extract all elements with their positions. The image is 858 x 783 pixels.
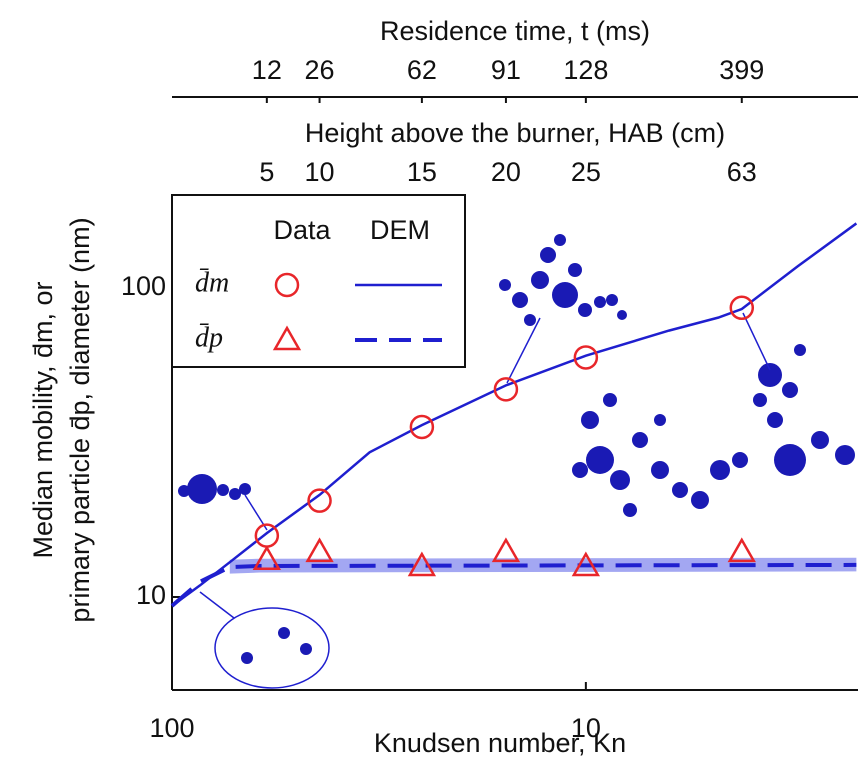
y-axis-label: Median mobility, d̄m, or <box>28 281 58 558</box>
data-point <box>252 545 281 570</box>
legend-header: Data <box>273 215 331 245</box>
data-point <box>573 345 599 370</box>
x3-axis-label: Residence time, t (ms) <box>380 16 650 46</box>
x3-tick-label: 12 <box>252 55 282 85</box>
data-point <box>491 537 521 563</box>
data-point <box>727 537 756 563</box>
x2-tick-label: 25 <box>571 157 601 187</box>
x2-axis-label: Height above the burner, HAB (cm) <box>305 118 725 148</box>
data-point <box>407 551 437 577</box>
x-tick-label: 10 <box>571 713 601 743</box>
data-point <box>729 295 755 321</box>
x-axis-label: Knudsen number, Kn <box>374 728 626 758</box>
x2-tick-label: 20 <box>491 157 521 187</box>
x3-tick-label: 91 <box>491 55 521 85</box>
x2-tick-label: 15 <box>407 157 437 187</box>
agglomerate-illustrations <box>178 234 855 689</box>
legend-label: d̄m <box>195 267 229 298</box>
data-point <box>254 523 280 548</box>
x3-tick-label: 399 <box>719 55 764 85</box>
x2-tick-label: 63 <box>727 157 757 187</box>
legend-header: DEM <box>370 215 430 245</box>
x2-tick-label: 5 <box>259 157 274 187</box>
x3-tick-label: 26 <box>305 55 335 85</box>
dem-line <box>170 562 857 608</box>
dem-line <box>171 222 858 607</box>
legend-marker <box>274 272 300 298</box>
legend-box <box>171 194 466 368</box>
data-point <box>571 551 601 577</box>
y-tick-label: 100 <box>121 271 166 301</box>
data-point <box>307 488 332 513</box>
y-tick-label: 10 <box>136 580 166 610</box>
y-axis-label: primary particle d̄p, diameter (nm) <box>65 217 95 622</box>
x2-tick-label: 10 <box>305 157 335 187</box>
x3-tick-label: 62 <box>407 55 437 85</box>
legend-marker <box>272 325 302 351</box>
data-point <box>493 377 519 402</box>
x3-tick-label: 128 <box>563 55 608 85</box>
legend-label: d̄p <box>195 322 223 353</box>
data-point <box>305 537 334 563</box>
x-tick-label: 100 <box>149 713 194 743</box>
data-point <box>409 414 435 440</box>
